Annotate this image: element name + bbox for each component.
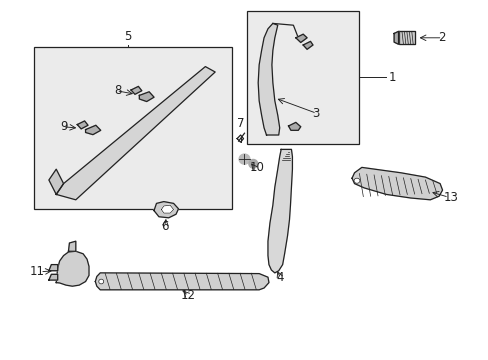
Polygon shape — [258, 23, 279, 135]
Bar — [246, 11, 359, 144]
Text: 5: 5 — [124, 30, 132, 43]
Polygon shape — [49, 169, 63, 194]
Text: 9: 9 — [60, 120, 67, 133]
Polygon shape — [56, 251, 89, 286]
Polygon shape — [49, 265, 58, 271]
Polygon shape — [85, 125, 101, 135]
Bar — [34, 47, 232, 209]
Text: 7: 7 — [236, 117, 244, 130]
Text: 11: 11 — [30, 265, 45, 278]
Polygon shape — [398, 31, 414, 44]
Text: 10: 10 — [249, 161, 264, 174]
Ellipse shape — [239, 154, 249, 164]
Polygon shape — [77, 121, 88, 129]
Text: 3: 3 — [311, 107, 319, 120]
Polygon shape — [131, 86, 142, 94]
Ellipse shape — [248, 159, 257, 168]
Polygon shape — [288, 122, 300, 130]
Polygon shape — [49, 274, 58, 280]
Polygon shape — [154, 202, 178, 218]
Text: 2: 2 — [437, 31, 444, 44]
Polygon shape — [68, 241, 76, 251]
Text: 12: 12 — [181, 289, 195, 302]
Text: 6: 6 — [161, 220, 169, 233]
Text: 13: 13 — [443, 191, 458, 204]
Text: 8: 8 — [114, 84, 121, 97]
Ellipse shape — [99, 279, 103, 284]
Ellipse shape — [353, 178, 359, 183]
Polygon shape — [351, 167, 442, 200]
Polygon shape — [303, 41, 312, 49]
Polygon shape — [139, 92, 154, 102]
Polygon shape — [295, 34, 306, 42]
Text: 1: 1 — [388, 71, 395, 84]
Polygon shape — [56, 67, 215, 200]
Polygon shape — [393, 31, 398, 44]
Polygon shape — [161, 205, 173, 213]
Polygon shape — [95, 273, 268, 290]
Text: 4: 4 — [276, 271, 284, 284]
Polygon shape — [267, 149, 292, 273]
